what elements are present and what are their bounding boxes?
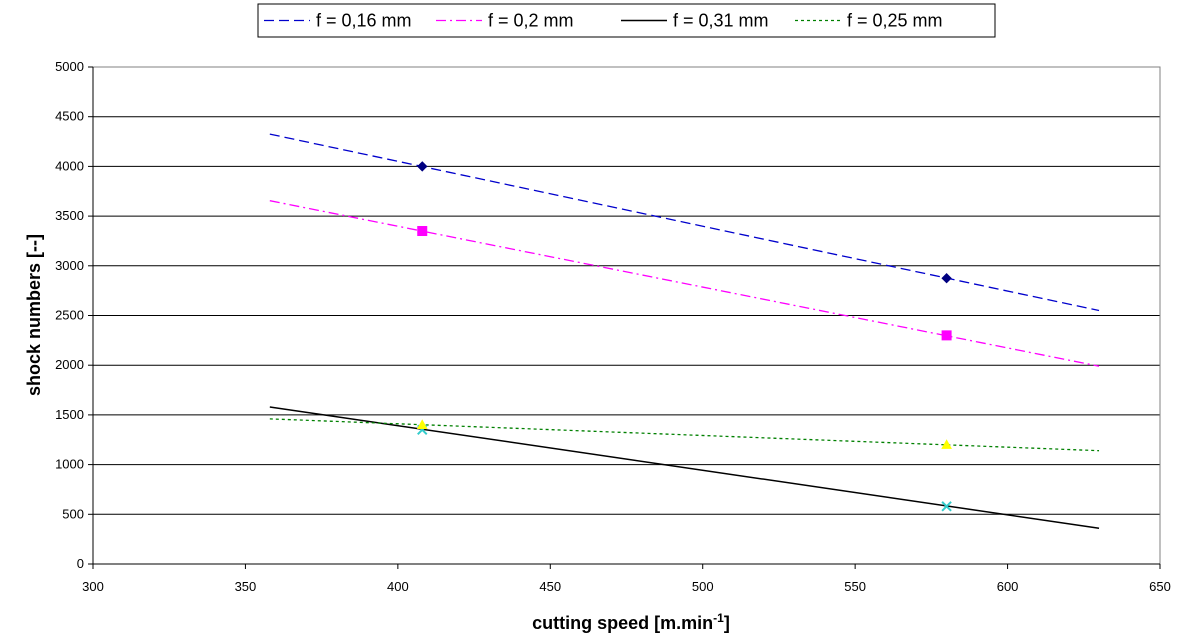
legend-label: f = 0,25 mm [847, 11, 943, 31]
y-tick-label: 3000 [55, 258, 84, 273]
y-tick-label: 4000 [55, 158, 84, 173]
data-point [941, 501, 952, 512]
y-tick-label: 5000 [55, 59, 84, 74]
data-point [416, 419, 428, 429]
x-axis-title-superscript: -1 [713, 611, 724, 625]
data-point [941, 439, 952, 449]
trend-line [269, 406, 1100, 529]
legend: f = 0,16 mm f = 0,2 mm f = 0,31 mm f = 0,25… [257, 3, 996, 38]
legend-label: f = 0,2 mm [488, 11, 574, 31]
legend-label: f = 0,16 mm [316, 11, 412, 31]
y-axis: 0 500 1000 1500 2000 2500 3000 3500 4000 4500 5000 [55, 59, 94, 571]
plot-area [92, 66, 1161, 565]
x-tick-label: 400 [387, 579, 409, 594]
y-tick-label: 2000 [55, 357, 84, 372]
y-tick-label: 1500 [55, 407, 84, 422]
data-point [417, 161, 428, 172]
y-tick-label: 1000 [55, 457, 84, 472]
x-axis: 300 350 400 450 500 550 600 650 [82, 563, 1171, 594]
data-point-stroke [941, 501, 952, 512]
x-tick-label: 600 [997, 579, 1019, 594]
data-point [941, 330, 952, 341]
y-tick-label: 4500 [55, 109, 84, 124]
trend-line [269, 200, 1100, 367]
x-tick-label: 500 [692, 579, 714, 594]
x-axis-title: cutting speed [m.min-1] [532, 611, 730, 633]
y-tick-label: 0 [77, 556, 84, 571]
trend-line [269, 133, 1100, 312]
y-tick-label: 3500 [55, 208, 84, 223]
x-tick-label: 550 [844, 579, 866, 594]
x-tick-label: 650 [1149, 579, 1171, 594]
x-tick-label: 300 [82, 579, 104, 594]
y-tick-label: 500 [62, 506, 84, 521]
x-tick-label: 450 [539, 579, 561, 594]
y-tick-label: 2500 [55, 308, 84, 323]
data-point [417, 226, 428, 237]
legend-label: f = 0,31 mm [673, 11, 769, 31]
x-tick-label: 350 [235, 579, 257, 594]
y-axis-title: shock numbers [--] [24, 234, 44, 396]
trend-line [269, 418, 1100, 452]
data-point [941, 273, 952, 284]
